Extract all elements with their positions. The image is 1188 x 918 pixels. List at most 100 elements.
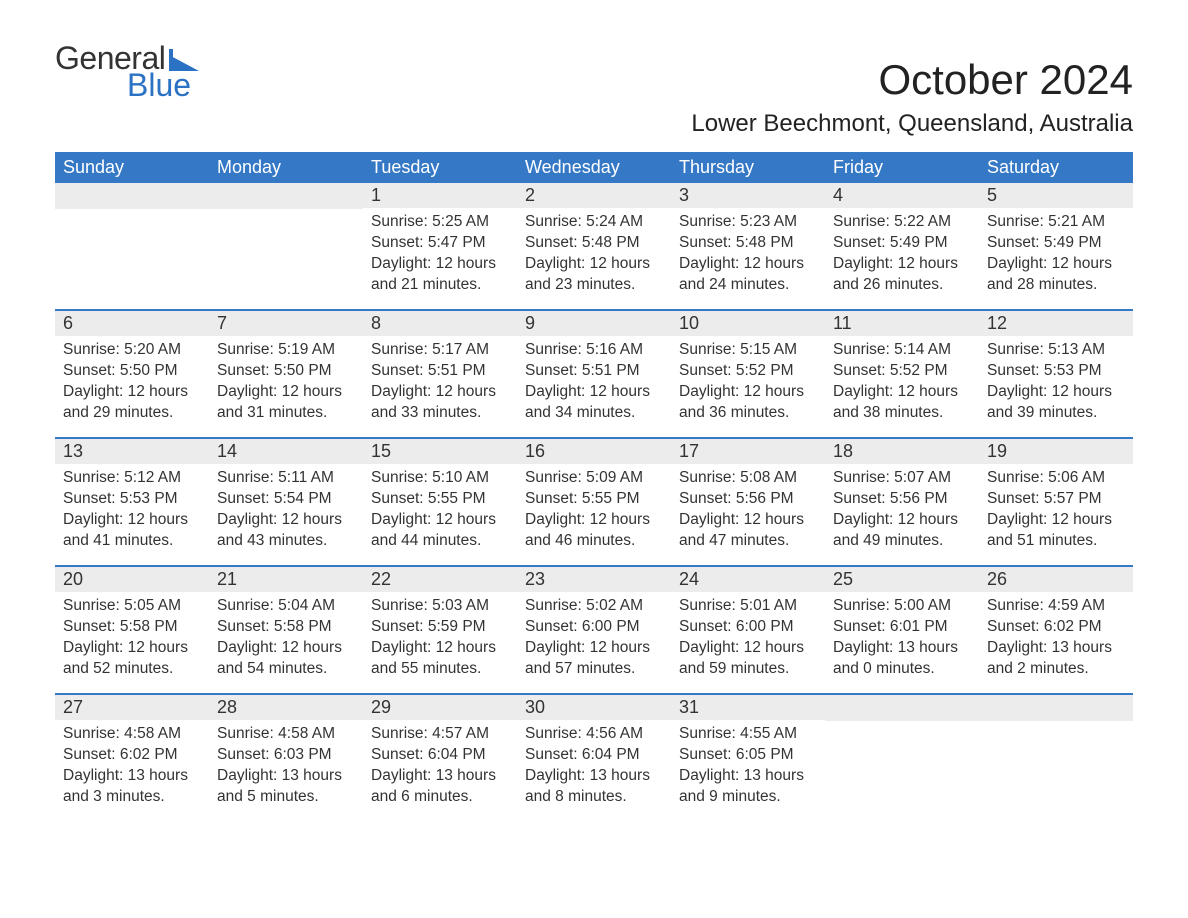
day-number: 13 bbox=[55, 439, 209, 464]
day-number: 7 bbox=[209, 311, 363, 336]
day-data: Sunrise: 5:05 AMSunset: 5:58 PMDaylight:… bbox=[55, 592, 209, 680]
day-header: Monday bbox=[209, 152, 363, 183]
sunrise-line: Sunrise: 4:57 AM bbox=[371, 724, 509, 745]
day-data: Sunrise: 5:12 AMSunset: 5:53 PMDaylight:… bbox=[55, 464, 209, 552]
sunrise-line: Sunrise: 5:10 AM bbox=[371, 468, 509, 489]
sunset-line: Sunset: 5:56 PM bbox=[833, 489, 971, 510]
day-cell: 14Sunrise: 5:11 AMSunset: 5:54 PMDayligh… bbox=[209, 439, 363, 565]
day-cell: 11Sunrise: 5:14 AMSunset: 5:52 PMDayligh… bbox=[825, 311, 979, 437]
day-number: 21 bbox=[209, 567, 363, 592]
day-number: 3 bbox=[671, 183, 825, 208]
sunrise-line: Sunrise: 5:21 AM bbox=[987, 212, 1125, 233]
sunset-line: Sunset: 6:05 PM bbox=[679, 745, 817, 766]
sunrise-line: Sunrise: 4:55 AM bbox=[679, 724, 817, 745]
day-data: Sunrise: 4:58 AMSunset: 6:02 PMDaylight:… bbox=[55, 720, 209, 808]
day-number: 24 bbox=[671, 567, 825, 592]
day-header: Friday bbox=[825, 152, 979, 183]
day-header: Tuesday bbox=[363, 152, 517, 183]
sunrise-line: Sunrise: 5:25 AM bbox=[371, 212, 509, 233]
day-data: Sunrise: 5:20 AMSunset: 5:50 PMDaylight:… bbox=[55, 336, 209, 424]
day-data: Sunrise: 5:19 AMSunset: 5:50 PMDaylight:… bbox=[209, 336, 363, 424]
day-number bbox=[209, 183, 363, 209]
page-title: October 2024 bbox=[878, 56, 1133, 104]
day-cell: 28Sunrise: 4:58 AMSunset: 6:03 PMDayligh… bbox=[209, 695, 363, 821]
sunrise-line: Sunrise: 5:05 AM bbox=[63, 596, 201, 617]
day-cell: 10Sunrise: 5:15 AMSunset: 5:52 PMDayligh… bbox=[671, 311, 825, 437]
day-cell: 30Sunrise: 4:56 AMSunset: 6:04 PMDayligh… bbox=[517, 695, 671, 821]
day-data: Sunrise: 5:09 AMSunset: 5:55 PMDaylight:… bbox=[517, 464, 671, 552]
day-data: Sunrise: 5:10 AMSunset: 5:55 PMDaylight:… bbox=[363, 464, 517, 552]
day-header: Thursday bbox=[671, 152, 825, 183]
daylight-line: Daylight: 12 hours and 59 minutes. bbox=[679, 638, 817, 680]
sunset-line: Sunset: 5:58 PM bbox=[63, 617, 201, 638]
sunset-line: Sunset: 5:51 PM bbox=[525, 361, 663, 382]
day-data: Sunrise: 4:57 AMSunset: 6:04 PMDaylight:… bbox=[363, 720, 517, 808]
day-cell: 22Sunrise: 5:03 AMSunset: 5:59 PMDayligh… bbox=[363, 567, 517, 693]
day-header: Saturday bbox=[979, 152, 1133, 183]
sunset-line: Sunset: 5:52 PM bbox=[833, 361, 971, 382]
day-number: 23 bbox=[517, 567, 671, 592]
day-data: Sunrise: 5:00 AMSunset: 6:01 PMDaylight:… bbox=[825, 592, 979, 680]
sunset-line: Sunset: 6:01 PM bbox=[833, 617, 971, 638]
day-number: 11 bbox=[825, 311, 979, 336]
day-data: Sunrise: 5:13 AMSunset: 5:53 PMDaylight:… bbox=[979, 336, 1133, 424]
daylight-line: Daylight: 12 hours and 55 minutes. bbox=[371, 638, 509, 680]
sunrise-line: Sunrise: 5:08 AM bbox=[679, 468, 817, 489]
day-data: Sunrise: 5:23 AMSunset: 5:48 PMDaylight:… bbox=[671, 208, 825, 296]
sunset-line: Sunset: 5:59 PM bbox=[371, 617, 509, 638]
day-cell: 20Sunrise: 5:05 AMSunset: 5:58 PMDayligh… bbox=[55, 567, 209, 693]
day-cell: 2Sunrise: 5:24 AMSunset: 5:48 PMDaylight… bbox=[517, 183, 671, 309]
day-number: 30 bbox=[517, 695, 671, 720]
day-number: 29 bbox=[363, 695, 517, 720]
daylight-line: Daylight: 12 hours and 47 minutes. bbox=[679, 510, 817, 552]
day-cell: 4Sunrise: 5:22 AMSunset: 5:49 PMDaylight… bbox=[825, 183, 979, 309]
sunset-line: Sunset: 5:49 PM bbox=[833, 233, 971, 254]
daylight-line: Daylight: 12 hours and 39 minutes. bbox=[987, 382, 1125, 424]
day-number: 16 bbox=[517, 439, 671, 464]
week-row: 20Sunrise: 5:05 AMSunset: 5:58 PMDayligh… bbox=[55, 565, 1133, 693]
day-cell: 16Sunrise: 5:09 AMSunset: 5:55 PMDayligh… bbox=[517, 439, 671, 565]
logo-word-blue: Blue bbox=[127, 67, 191, 104]
sunset-line: Sunset: 6:00 PM bbox=[525, 617, 663, 638]
daylight-line: Daylight: 13 hours and 2 minutes. bbox=[987, 638, 1125, 680]
daylight-line: Daylight: 13 hours and 8 minutes. bbox=[525, 766, 663, 808]
day-number: 20 bbox=[55, 567, 209, 592]
daylight-line: Daylight: 13 hours and 5 minutes. bbox=[217, 766, 355, 808]
sunset-line: Sunset: 5:53 PM bbox=[987, 361, 1125, 382]
day-data: Sunrise: 5:21 AMSunset: 5:49 PMDaylight:… bbox=[979, 208, 1133, 296]
sunset-line: Sunset: 5:50 PM bbox=[63, 361, 201, 382]
sunset-line: Sunset: 5:52 PM bbox=[679, 361, 817, 382]
day-data: Sunrise: 5:24 AMSunset: 5:48 PMDaylight:… bbox=[517, 208, 671, 296]
daylight-line: Daylight: 12 hours and 51 minutes. bbox=[987, 510, 1125, 552]
daylight-line: Daylight: 12 hours and 38 minutes. bbox=[833, 382, 971, 424]
day-number: 25 bbox=[825, 567, 979, 592]
day-data: Sunrise: 5:04 AMSunset: 5:58 PMDaylight:… bbox=[209, 592, 363, 680]
sunset-line: Sunset: 6:02 PM bbox=[63, 745, 201, 766]
sunrise-line: Sunrise: 4:56 AM bbox=[525, 724, 663, 745]
daylight-line: Daylight: 12 hours and 29 minutes. bbox=[63, 382, 201, 424]
sunrise-line: Sunrise: 5:04 AM bbox=[217, 596, 355, 617]
day-data: Sunrise: 4:58 AMSunset: 6:03 PMDaylight:… bbox=[209, 720, 363, 808]
sunrise-line: Sunrise: 5:06 AM bbox=[987, 468, 1125, 489]
week-row: 13Sunrise: 5:12 AMSunset: 5:53 PMDayligh… bbox=[55, 437, 1133, 565]
daylight-line: Daylight: 13 hours and 6 minutes. bbox=[371, 766, 509, 808]
day-cell: 24Sunrise: 5:01 AMSunset: 6:00 PMDayligh… bbox=[671, 567, 825, 693]
day-cell: 23Sunrise: 5:02 AMSunset: 6:00 PMDayligh… bbox=[517, 567, 671, 693]
day-data: Sunrise: 5:01 AMSunset: 6:00 PMDaylight:… bbox=[671, 592, 825, 680]
sunrise-line: Sunrise: 4:59 AM bbox=[987, 596, 1125, 617]
day-data: Sunrise: 5:11 AMSunset: 5:54 PMDaylight:… bbox=[209, 464, 363, 552]
day-cell: 19Sunrise: 5:06 AMSunset: 5:57 PMDayligh… bbox=[979, 439, 1133, 565]
sunrise-line: Sunrise: 5:07 AM bbox=[833, 468, 971, 489]
sunrise-line: Sunrise: 5:20 AM bbox=[63, 340, 201, 361]
sunrise-line: Sunrise: 5:03 AM bbox=[371, 596, 509, 617]
day-number: 19 bbox=[979, 439, 1133, 464]
day-number: 14 bbox=[209, 439, 363, 464]
day-cell: 1Sunrise: 5:25 AMSunset: 5:47 PMDaylight… bbox=[363, 183, 517, 309]
day-cell: 26Sunrise: 4:59 AMSunset: 6:02 PMDayligh… bbox=[979, 567, 1133, 693]
day-number bbox=[825, 695, 979, 721]
day-data: Sunrise: 5:15 AMSunset: 5:52 PMDaylight:… bbox=[671, 336, 825, 424]
day-number: 28 bbox=[209, 695, 363, 720]
sunrise-line: Sunrise: 5:23 AM bbox=[679, 212, 817, 233]
sunset-line: Sunset: 6:00 PM bbox=[679, 617, 817, 638]
sunrise-line: Sunrise: 4:58 AM bbox=[63, 724, 201, 745]
